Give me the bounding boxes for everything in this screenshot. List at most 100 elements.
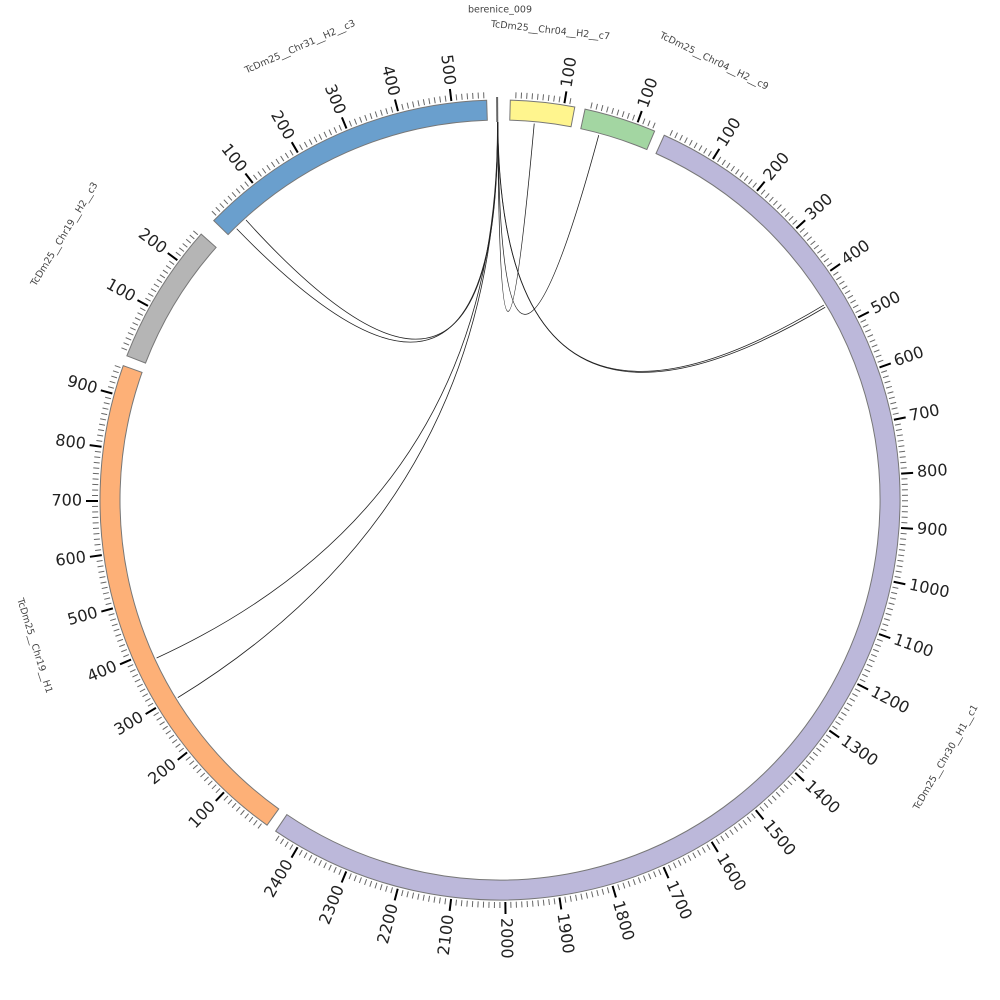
segment-bar — [509, 99, 576, 128]
major-tick — [101, 607, 114, 613]
minor-tick — [843, 707, 850, 712]
minor-tick — [548, 898, 550, 906]
minor-tick — [739, 172, 744, 178]
minor-tick — [876, 638, 883, 642]
minor-tick — [684, 137, 688, 144]
major-tick — [177, 751, 188, 761]
minor-tick — [642, 118, 646, 125]
minor-tick — [775, 791, 781, 797]
major-tick — [136, 299, 149, 307]
minor-tick — [871, 344, 878, 348]
tick-label: 1700 — [662, 878, 696, 923]
segment-bar — [213, 99, 488, 236]
minor-tick — [189, 760, 195, 766]
minor-tick — [411, 892, 415, 899]
minor-tick — [101, 412, 108, 416]
minor-tick — [107, 386, 114, 389]
minor-tick — [121, 649, 128, 653]
minor-tick — [669, 130, 673, 136]
segment-label: TcDm25__Chr04__H2__c7 — [489, 19, 610, 43]
minor-tick — [390, 887, 393, 894]
minor-tick — [94, 456, 101, 459]
minor-tick — [162, 725, 168, 730]
minor-tick — [240, 184, 245, 191]
minor-tick — [219, 203, 225, 209]
minor-tick — [822, 738, 829, 744]
major-tick — [856, 683, 869, 691]
minor-tick — [105, 602, 112, 606]
minor-tick — [743, 175, 749, 182]
minor-tick — [353, 118, 358, 125]
minor-tick — [279, 838, 285, 845]
minor-tick — [139, 307, 146, 312]
minor-tick — [412, 101, 415, 108]
minor-tick — [96, 439, 103, 442]
minor-tick — [742, 819, 748, 826]
minor-tick — [145, 297, 151, 302]
minor-tick — [189, 234, 195, 240]
major-tick — [558, 897, 563, 910]
minor-tick — [303, 852, 308, 859]
minor-tick — [841, 285, 848, 290]
minor-tick — [621, 111, 625, 118]
minor-tick — [825, 734, 832, 739]
minor-tick — [697, 849, 701, 856]
minor-tick — [137, 683, 143, 688]
minor-tick — [156, 278, 163, 283]
tick-label: 2200 — [373, 902, 402, 946]
minor-tick — [860, 319, 867, 323]
major-tick — [901, 471, 914, 475]
minor-tick — [147, 292, 154, 297]
minor-tick — [433, 97, 436, 104]
minor-tick — [717, 156, 722, 163]
minor-tick — [93, 461, 100, 464]
minor-tick — [169, 260, 175, 265]
segment-label: TcDm25__Chr19__H2__c3 — [28, 180, 100, 289]
tick-label: 1100 — [891, 630, 936, 661]
minor-tick — [799, 228, 805, 233]
minor-tick — [883, 618, 890, 621]
tick-label: 1500 — [759, 816, 800, 860]
minor-tick — [780, 208, 786, 214]
minor-tick — [888, 396, 895, 400]
major-tick — [100, 389, 113, 395]
minor-tick — [898, 549, 905, 551]
minor-tick — [768, 196, 774, 202]
minor-tick — [123, 342, 130, 346]
minor-tick — [280, 155, 285, 162]
minor-tick — [881, 370, 888, 374]
minor-tick — [94, 543, 101, 546]
tick-label: 800 — [916, 460, 948, 481]
minor-tick — [253, 174, 258, 180]
minor-tick — [185, 238, 192, 244]
minor-tick — [261, 168, 267, 174]
minor-tick — [153, 283, 160, 288]
minor-tick — [132, 673, 139, 678]
minor-tick — [715, 838, 720, 845]
minor-tick — [119, 644, 126, 648]
minor-tick — [537, 900, 539, 907]
minor-tick — [385, 885, 388, 892]
minor-tick — [896, 565, 903, 568]
minor-tick — [444, 898, 447, 905]
major-tick — [893, 580, 906, 586]
minor-tick — [894, 575, 901, 579]
minor-tick — [882, 375, 889, 379]
minor-tick — [703, 147, 708, 154]
minor-tick — [826, 262, 833, 267]
minor-tick — [235, 188, 241, 194]
minor-tick — [175, 251, 181, 257]
minor-tick — [606, 887, 610, 894]
minor-tick — [104, 597, 111, 600]
minor-tick — [836, 276, 842, 281]
tick-label: 700 — [51, 491, 82, 510]
major-tick — [712, 148, 721, 160]
segment-bar — [126, 233, 217, 364]
minor-tick — [303, 141, 308, 148]
minor-tick — [98, 429, 105, 432]
minor-tick — [323, 131, 328, 138]
minor-tick — [235, 806, 241, 812]
minor-tick — [542, 94, 545, 101]
major-tick — [710, 841, 719, 853]
minor-tick — [111, 375, 118, 379]
